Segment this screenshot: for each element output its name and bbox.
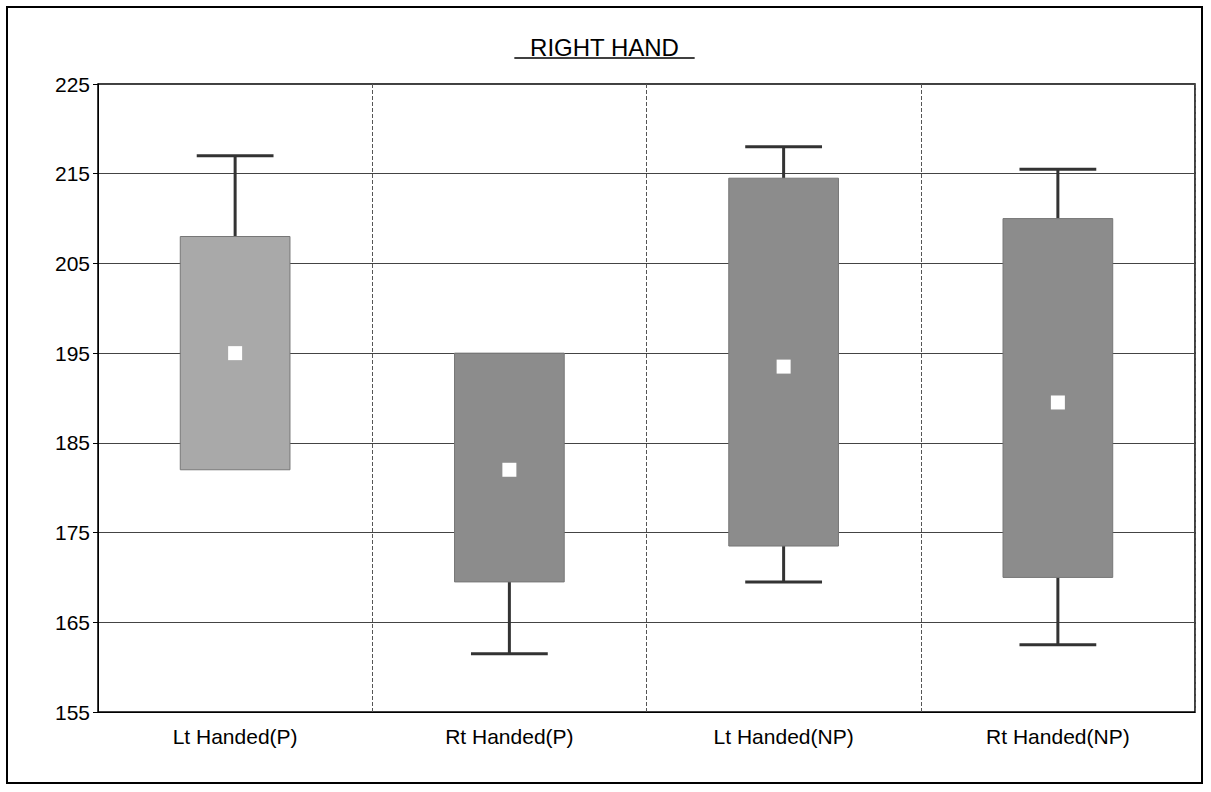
svg-text:215: 215 — [55, 162, 90, 185]
svg-text:155: 155 — [55, 701, 90, 724]
svg-text:Rt Handed(P): Rt Handed(P) — [445, 725, 573, 748]
svg-text:225: 225 — [55, 73, 90, 96]
svg-text:175: 175 — [55, 521, 90, 544]
svg-text:Lt Handed(NP): Lt Handed(NP) — [714, 725, 854, 748]
svg-text:185: 185 — [55, 431, 90, 454]
svg-text:165: 165 — [55, 611, 90, 634]
svg-text:RIGHT HAND: RIGHT HAND — [530, 34, 679, 61]
svg-text:205: 205 — [55, 252, 90, 275]
svg-text:Rt Handed(NP): Rt Handed(NP) — [986, 725, 1130, 748]
svg-text:195: 195 — [55, 342, 90, 365]
svg-text:Lt Handed(P): Lt Handed(P) — [173, 725, 298, 748]
